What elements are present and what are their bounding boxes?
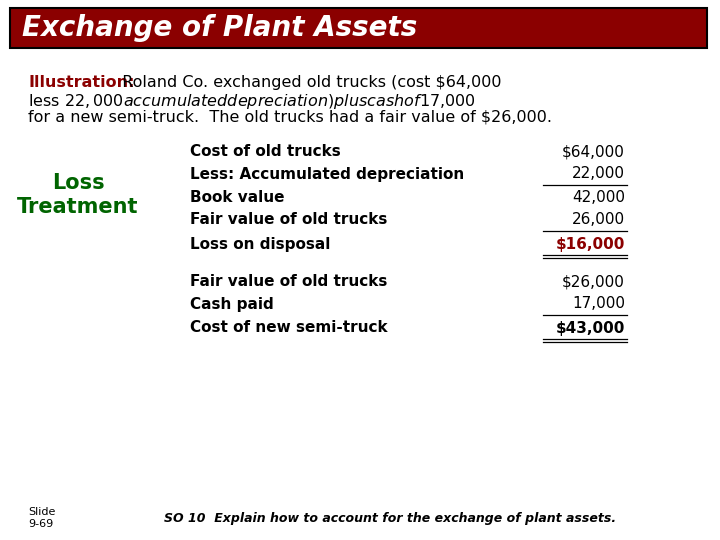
Text: $64,000: $64,000	[562, 145, 625, 159]
Text: Exchange of Plant Assets: Exchange of Plant Assets	[22, 14, 418, 42]
Text: less $22,000 accumulated depreciation) plus cash of $17,000: less $22,000 accumulated depreciation) p…	[28, 92, 476, 111]
Text: Treatment: Treatment	[17, 197, 139, 217]
Text: Loss: Loss	[52, 173, 104, 193]
Text: $26,000: $26,000	[562, 274, 625, 289]
Text: Fair value of old trucks: Fair value of old trucks	[190, 274, 387, 289]
Text: Slide
9-69: Slide 9-69	[28, 507, 55, 529]
Text: SO 10  Explain how to account for the exchange of plant assets.: SO 10 Explain how to account for the exc…	[164, 512, 616, 525]
Text: Illustration:: Illustration:	[28, 75, 135, 90]
Text: 17,000: 17,000	[572, 296, 625, 312]
Text: Cost of old trucks: Cost of old trucks	[190, 145, 341, 159]
Text: Roland Co. exchanged old trucks (cost $64,000: Roland Co. exchanged old trucks (cost $6…	[112, 75, 502, 90]
Text: $43,000: $43,000	[556, 321, 625, 335]
FancyBboxPatch shape	[10, 8, 707, 48]
Text: $16,000: $16,000	[556, 237, 625, 252]
Text: Cost of new semi-truck: Cost of new semi-truck	[190, 321, 387, 335]
Text: for a new semi-truck.  The old trucks had a fair value of $26,000.: for a new semi-truck. The old trucks had…	[28, 109, 552, 124]
Text: Loss on disposal: Loss on disposal	[190, 237, 330, 252]
Text: 42,000: 42,000	[572, 190, 625, 205]
Text: Cash paid: Cash paid	[190, 296, 274, 312]
Text: Book value: Book value	[190, 190, 284, 205]
Text: 22,000: 22,000	[572, 166, 625, 181]
Text: Less: Accumulated depreciation: Less: Accumulated depreciation	[190, 166, 464, 181]
Text: Fair value of old trucks: Fair value of old trucks	[190, 213, 387, 227]
Text: 26,000: 26,000	[572, 213, 625, 227]
